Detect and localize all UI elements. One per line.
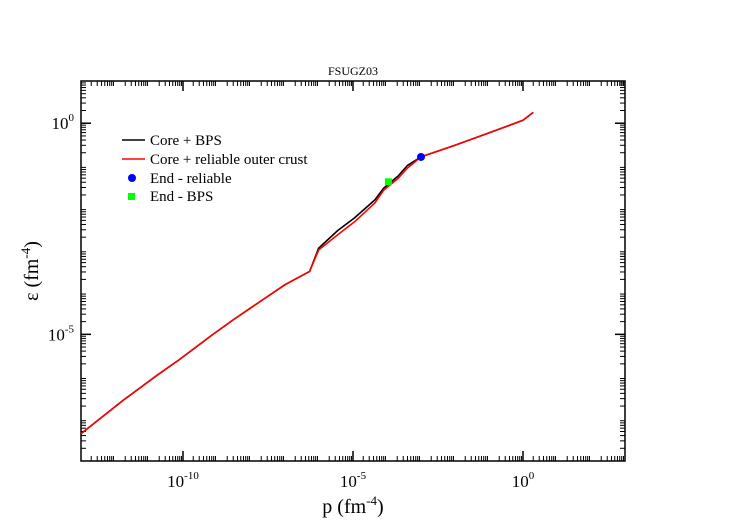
- y-tick-label: 10-5: [48, 323, 75, 344]
- minor-ticks: [81, 81, 625, 461]
- x-axis-label: p (fm-4): [322, 493, 383, 518]
- legend-marker-end-bps: [128, 193, 135, 200]
- legend-label-core-bps: Core + BPS: [150, 133, 222, 149]
- x-tick-label: 10-10: [167, 470, 199, 491]
- y-tick-label: 100: [52, 112, 75, 133]
- x-tick-label: 100: [512, 470, 535, 491]
- legend: Core + BPS Core + reliable outer crust E…: [122, 133, 308, 205]
- y-axis-label: ε (fm-4): [18, 241, 43, 301]
- legend-label-end-bps: End - BPS: [150, 189, 213, 205]
- x-tick-label: 10-5: [340, 470, 367, 491]
- marker-layer: [384, 152, 425, 186]
- legend-marker-end-reliable: [128, 174, 136, 182]
- legend-label-end-reliable: End - reliable: [150, 171, 232, 187]
- marker-end-reliable: [417, 152, 425, 161]
- marker-end-bps: [384, 178, 392, 186]
- x-tick-labels: 10-10 10-5 100: [167, 81, 535, 491]
- legend-label-core-reliable: Core + reliable outer crust: [150, 152, 308, 168]
- series-layer: [80, 111, 534, 435]
- y-tick-labels: 10-5 100: [48, 112, 625, 344]
- chart-title: FSUGZ03: [328, 64, 378, 78]
- series-core-reliable-line: [80, 111, 534, 435]
